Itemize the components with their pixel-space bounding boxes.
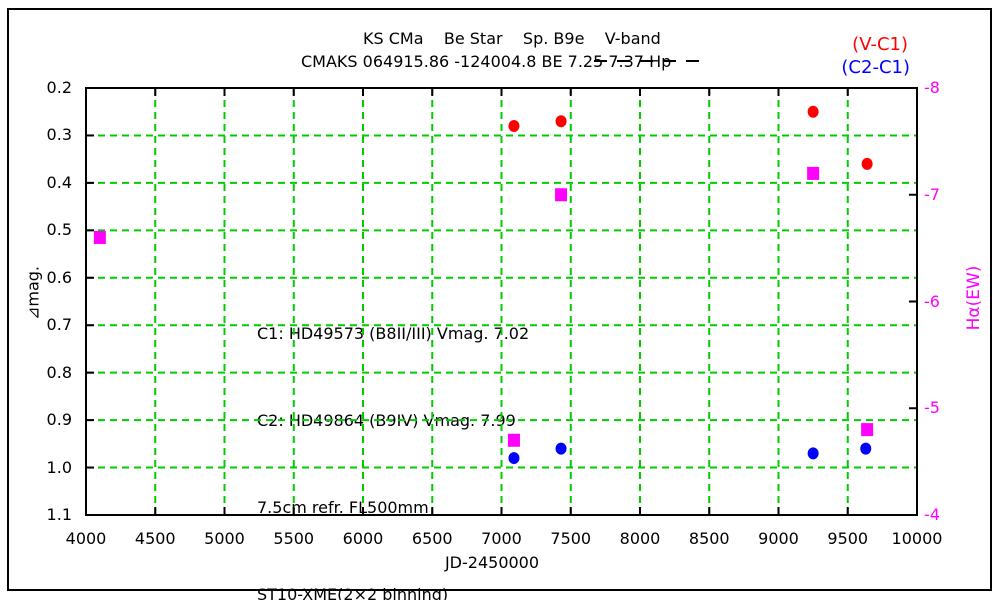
legend-c2-c1: (C2-C1) (841, 57, 910, 78)
data-point-c2-c1 (508, 452, 520, 465)
legend-v-c1: (V-C1) (852, 34, 908, 55)
y-tick-label-right: -8 (924, 78, 940, 97)
data-point-halpha-ew (555, 188, 568, 202)
x-tick-label: 8500 (688, 529, 730, 548)
y-tick-label-right: -4 (924, 505, 940, 524)
chart-subtitle: CMAKS 064915.86 -124004.8 BE 7.25 7.37 H… (301, 52, 672, 71)
y-tick-label-left: 0.7 (46, 315, 72, 335)
data-point-v-c1 (861, 157, 873, 170)
data-point-v-c1 (508, 119, 520, 132)
y-tick-label-left: 0.9 (46, 410, 72, 430)
x-tick-label: 6000 (342, 529, 384, 548)
y-tick-label-left: 0.8 (46, 362, 72, 382)
y-tick-label-left: 1.1 (46, 505, 72, 524)
annotation-line-c1: C1: HD49573 (B8II/III) Vmag. 7.02 (257, 324, 530, 343)
y-tick-label-right: -6 (924, 291, 940, 311)
y-tick-label-left: 0.4 (46, 172, 72, 192)
y-tick-label-right: -7 (924, 184, 940, 204)
y-tick-label-left: 0.5 (46, 220, 72, 240)
x-tick-label: 4500 (134, 529, 176, 548)
data-point-c2-c1 (555, 442, 567, 455)
x-tick-label: 10000 (891, 529, 943, 548)
annotation-block: C1: HD49573 (B8II/III) Vmag. 7.02 C2: HD… (257, 261, 529, 600)
x-tick-label: 6500 (411, 529, 453, 548)
x-tick-label: 4000 (65, 529, 107, 548)
x-tick-label: 5500 (273, 529, 315, 548)
data-point-halpha-ew (861, 423, 874, 437)
data-point-c2-c1 (860, 442, 872, 455)
x-tick-label: 9000 (758, 529, 799, 548)
y-tick-label-left: 0.6 (46, 267, 72, 287)
x-tick-label: 7000 (481, 529, 522, 548)
y-tick-label-left: 1.0 (46, 457, 72, 477)
data-point-halpha-ew (93, 230, 106, 244)
y-tick-label-right: -5 (924, 398, 940, 418)
x-tick-label: 9500 (827, 529, 869, 548)
y-tick-label-left: 0.2 (46, 78, 72, 97)
outer-border (7, 8, 992, 591)
data-point-halpha-ew (807, 166, 820, 180)
annotation-line-camera: ST10-XME(2×2 binning) (257, 585, 449, 600)
hp-dashed-line-sample (594, 60, 707, 62)
x-axis-title: JD-2450000 (444, 553, 540, 572)
y-tick-label-left: 0.3 (46, 125, 72, 145)
x-tick-label: 5000 (204, 529, 245, 548)
x-tick-label: 7500 (550, 529, 592, 548)
data-point-v-c1 (555, 115, 567, 128)
x-tick-label: 8000 (619, 529, 661, 548)
data-point-c2-c1 (807, 447, 819, 460)
chart-title: KS CMa Be Star Sp. B9e V-band (363, 29, 661, 48)
data-point-v-c1 (807, 105, 819, 118)
data-point-halpha-ew (507, 433, 520, 447)
